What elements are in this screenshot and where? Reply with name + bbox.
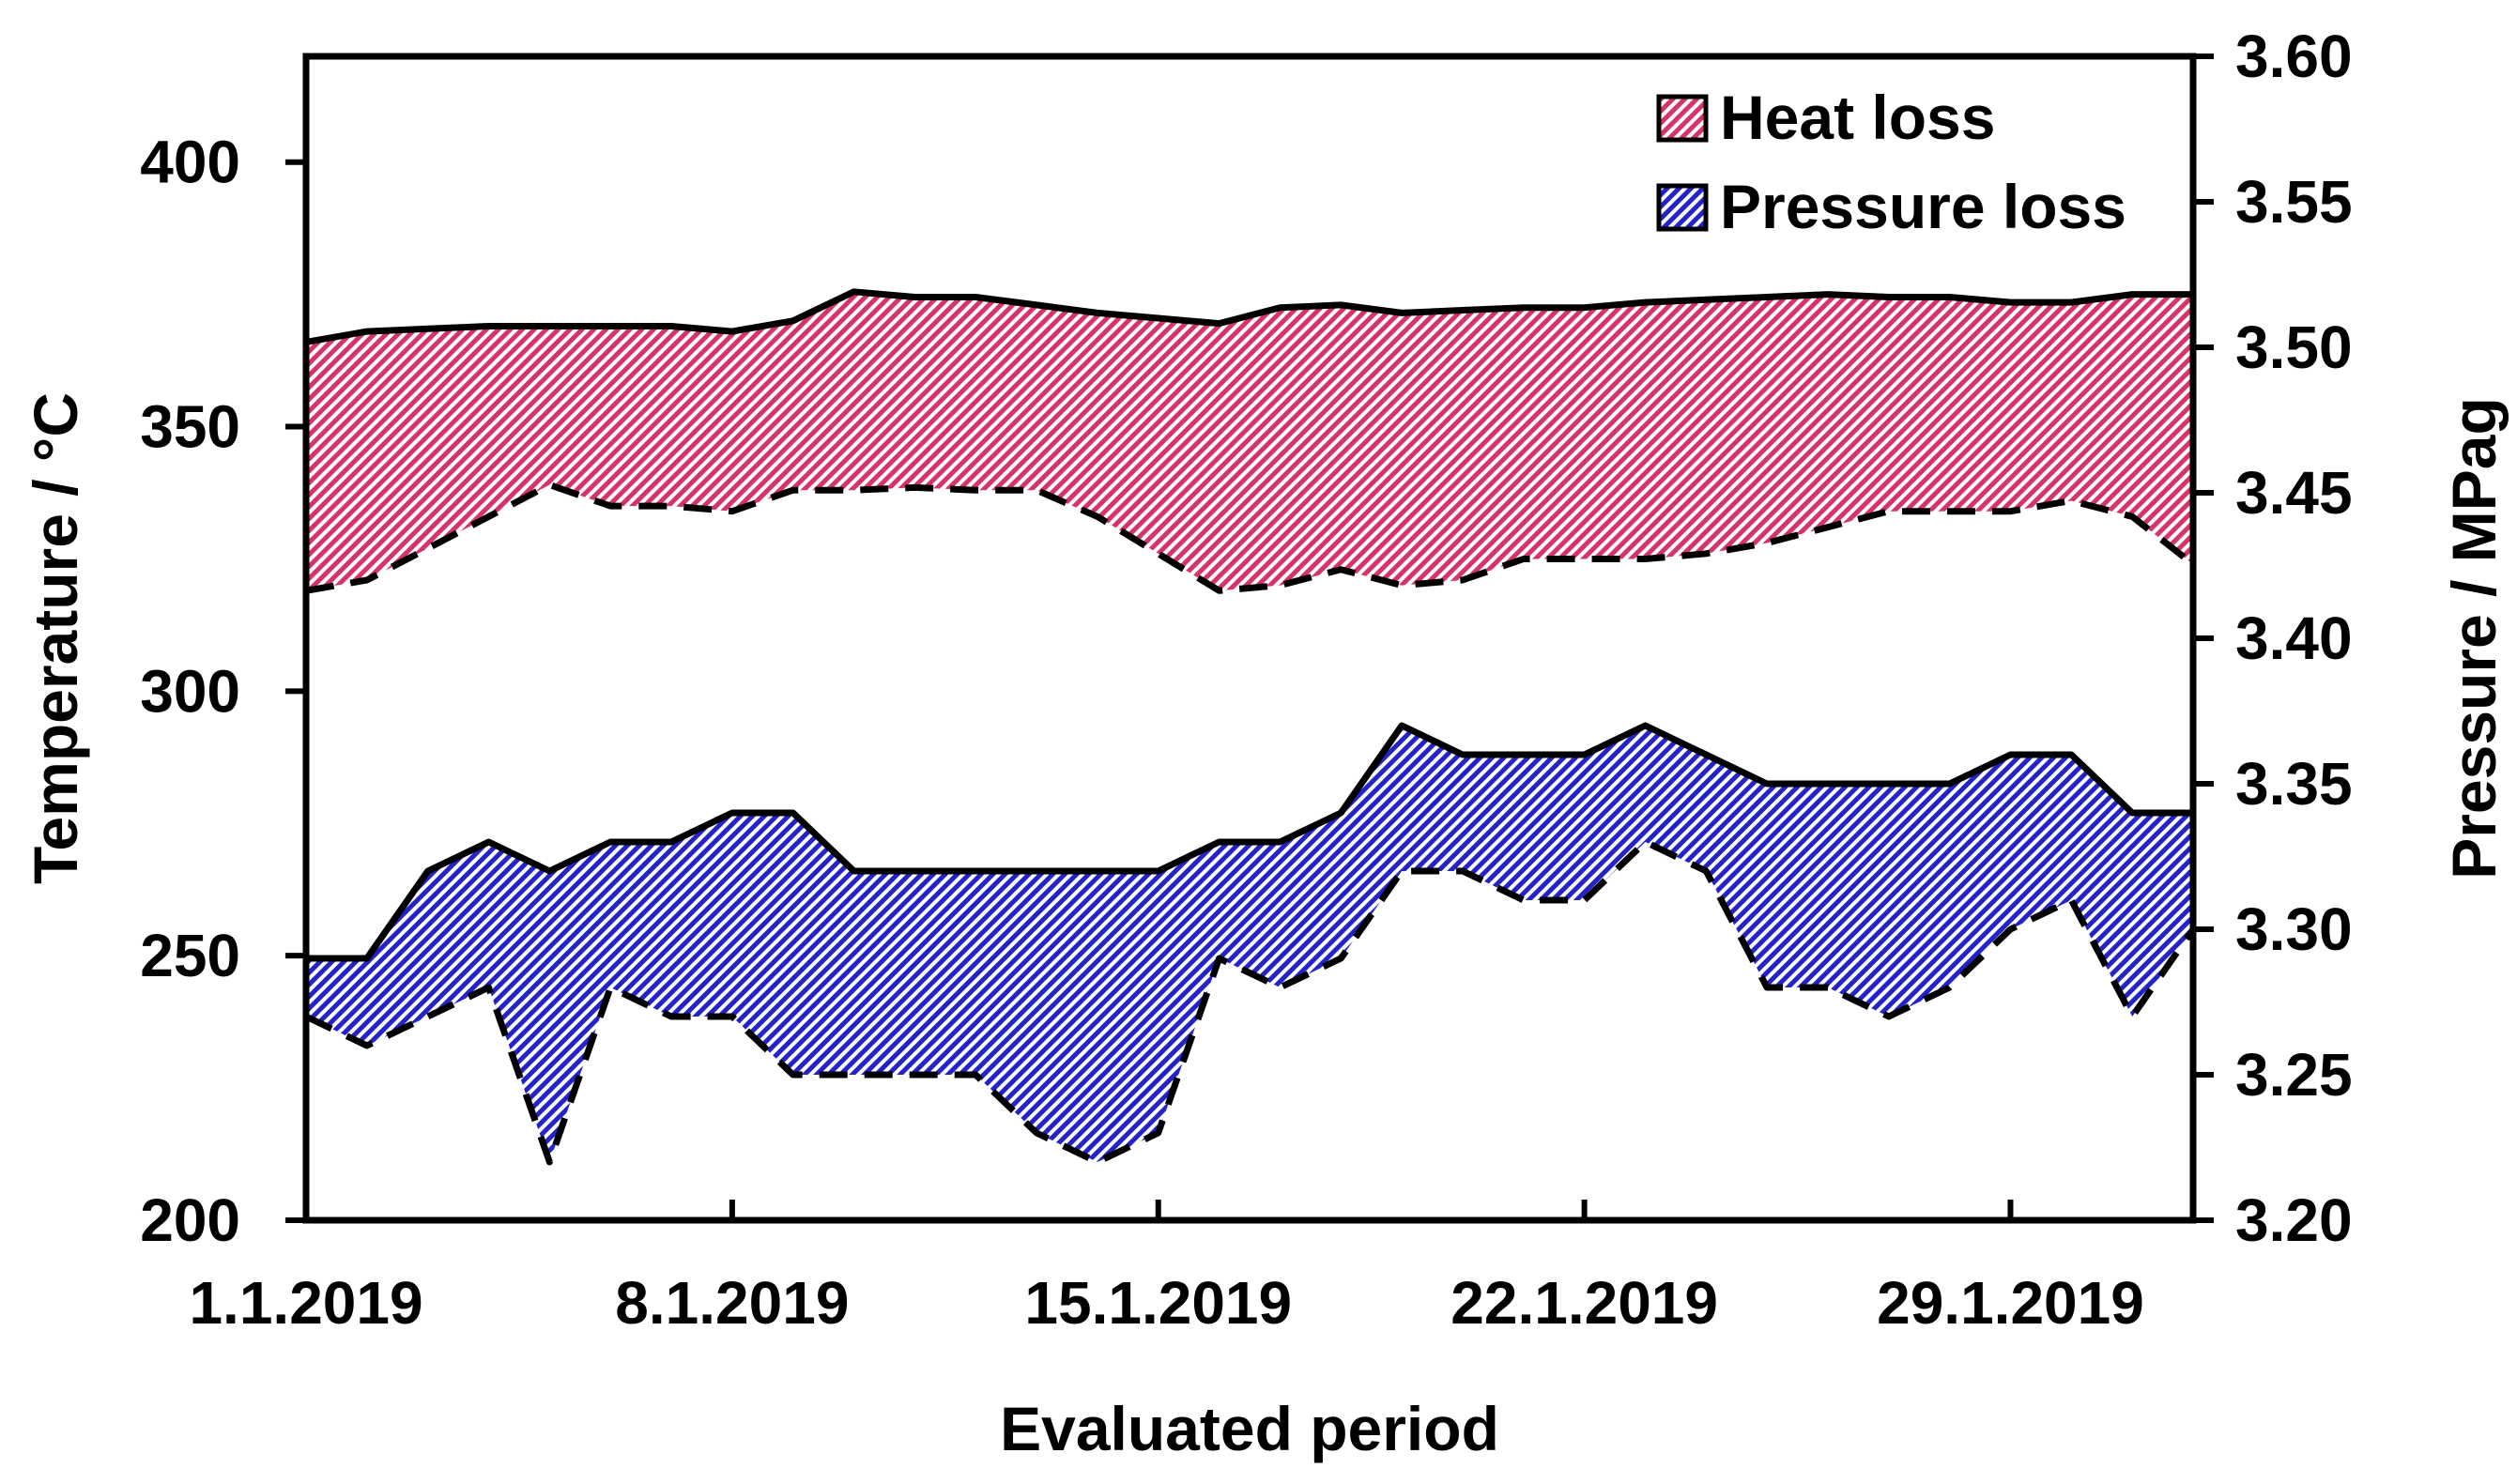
left-tick-label: 300 (140, 657, 240, 725)
heat-loss-upper-line (305, 288, 2193, 345)
right-tick-label: 3.20 (2235, 1186, 2353, 1254)
pressure-loss-area (306, 726, 2193, 1162)
x-tick-label: 29.1.2019 (1877, 1269, 2144, 1337)
right-tick-label: 3.60 (2235, 23, 2353, 90)
pressure-loss-lower-line (304, 838, 2196, 1166)
legend-label-pressure-loss: Pressure loss (1720, 172, 2126, 241)
legend-swatch-heat-loss (1656, 94, 1709, 143)
legend-label-heat-loss: Heat loss (1720, 83, 1995, 152)
plot-area (302, 53, 2197, 1224)
right-tick-label: 3.35 (2235, 750, 2353, 818)
right-tick-label: 3.25 (2235, 1041, 2353, 1109)
right-axis-title: Pressure / MPag (2439, 397, 2509, 880)
right-axis-ticks: 3.20 3.25 3.30 3.35 3.40 3.45 3.50 3.55 3.60 (2193, 23, 2353, 1254)
legend-swatch-pressure-loss (1656, 183, 1709, 232)
right-tick-label: 3.40 (2235, 604, 2353, 672)
heat-loss-lower-line (305, 482, 2196, 594)
heat-loss-area (306, 291, 2193, 591)
pressure-loss-upper-line (306, 722, 2193, 962)
x-tick-label: 15.1.2019 (1024, 1269, 1292, 1337)
legend-item-heat-loss: Heat loss (1656, 83, 1995, 152)
right-tick-label: 3.45 (2235, 459, 2353, 527)
right-tick-label: 3.30 (2235, 895, 2353, 963)
left-axis-ticks: 200 250 300 350 400 (140, 129, 306, 1254)
bottom-axis-ticks: 1.1.2019 8.1.2019 15.1.2019 22.1.2019 29.1.2… (189, 1200, 2144, 1337)
left-axis-title: Temperature / °C (21, 392, 90, 884)
x-tick-label: 1.1.2019 (189, 1269, 422, 1337)
right-tick-label: 3.50 (2235, 314, 2353, 381)
left-tick-label: 400 (140, 129, 240, 196)
x-axis-title: Evaluated period (1000, 1394, 1499, 1463)
x-tick-label: 22.1.2019 (1450, 1269, 1718, 1337)
x-tick-label: 8.1.2019 (615, 1269, 849, 1337)
right-tick-label: 3.55 (2235, 168, 2353, 236)
left-tick-label: 200 (140, 1186, 240, 1254)
left-tick-label: 250 (140, 922, 240, 989)
legend-item-pressure-loss: Pressure loss (1656, 172, 2126, 241)
legend: Heat loss Pressure loss (1656, 83, 2126, 241)
left-tick-label: 350 (140, 393, 240, 461)
